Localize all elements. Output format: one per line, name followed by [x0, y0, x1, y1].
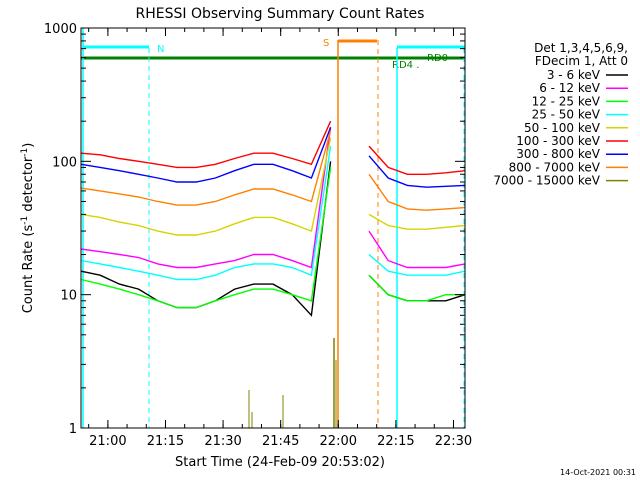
series-line [80, 145, 466, 281]
high-energy-spikes [248, 338, 337, 428]
y-tick-label: 1 [69, 422, 77, 437]
y-axis-ticks: 1 10 100 1000 [44, 22, 465, 437]
legend-entry-label: 50 - 100 keV [524, 121, 601, 135]
chart-title: RHESSI Observing Summary Count Rates [136, 6, 425, 22]
series-line [80, 137, 466, 236]
legend-header: FDecim 1, Att 0 [535, 54, 628, 68]
series-line [80, 130, 466, 211]
y-tick-label: 100 [52, 155, 77, 170]
annotation-labels: N S RD4 . RD0 [157, 38, 448, 71]
legend-header: Det 1,3,4,5,6,9, [534, 41, 628, 55]
legend-entry-label: 7000 - 15000 keV [493, 174, 600, 188]
legend: Det 1,3,4,5,6,9, FDecim 1, Att 0 3 - 6 k… [493, 41, 628, 188]
night-label: N [157, 44, 164, 55]
rd0-label: RD0 [427, 53, 448, 64]
y-tick-label: 1000 [44, 22, 77, 37]
saa-label: S [323, 38, 329, 49]
series-line [80, 120, 466, 175]
attenuator-state-bars [81, 39, 465, 60]
x-tick-label: 21:45 [262, 434, 299, 449]
x-tick-label: 22:00 [320, 434, 357, 449]
x-tick-label: 21:00 [89, 434, 126, 449]
legend-entry-label: 6 - 12 keV [539, 81, 601, 95]
plot-frame [80, 27, 466, 429]
legend-entry-label: 12 - 25 keV [532, 94, 601, 108]
x-tick-label: 22:15 [377, 434, 414, 449]
x-tick-label: 21:15 [147, 434, 184, 449]
y-tick-label: 10 [60, 289, 77, 304]
series-lines [80, 120, 466, 317]
x-tick-label: 22:30 [435, 434, 472, 449]
legend-entry-label: 25 - 50 keV [532, 108, 601, 122]
event-markers [82, 28, 465, 428]
footer-timestamp: 14-Oct-2021 00:31 [560, 468, 636, 477]
x-axis-ticks: 21:00 21:15 21:30 21:45 22:00 22:15 22:30 [88, 28, 472, 449]
x-axis-label: Start Time (24-Feb-09 20:53:02) [175, 455, 385, 470]
x-tick-label: 21:30 [204, 434, 241, 449]
legend-entry-label: 100 - 300 keV [516, 134, 600, 148]
series-line [80, 161, 466, 317]
series-line [80, 167, 465, 309]
legend-entry-label: 300 - 800 keV [516, 147, 600, 161]
legend-entry-label: 3 - 6 keV [547, 68, 601, 82]
y-axis-label: Count Rate (s-1 detector-1) [20, 143, 36, 314]
series-line [80, 127, 466, 188]
legend-entry-label: 800 - 7000 keV [509, 160, 601, 174]
rd4-label: RD4 . [392, 60, 419, 71]
series-line [80, 127, 466, 269]
